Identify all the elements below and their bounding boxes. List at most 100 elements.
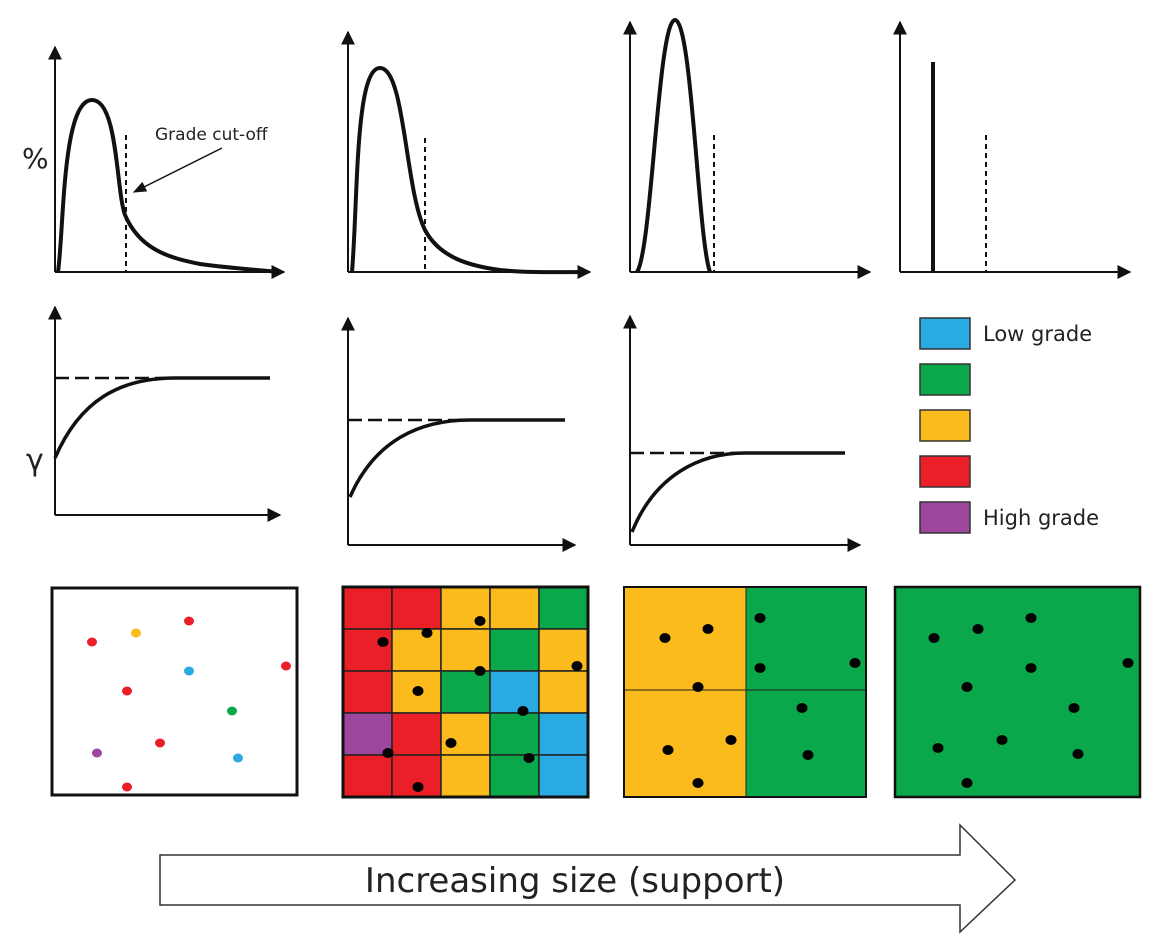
sample-point [849, 658, 861, 668]
sample-point [659, 633, 671, 643]
variogram-curve [53, 376, 270, 459]
sample-point [754, 613, 766, 623]
sample-point [1072, 749, 1084, 759]
block-cell [538, 670, 589, 714]
sample-point [972, 624, 984, 634]
grade-distribution-curve [56, 97, 281, 274]
sample-point [184, 666, 194, 676]
legend-swatch [919, 317, 971, 350]
sample-point [996, 735, 1008, 745]
sample-point [122, 782, 132, 792]
variogram-panel-3 [623, 314, 862, 552]
block-cell [342, 712, 393, 756]
panel-frame [341, 585, 590, 799]
small-block-map [341, 585, 590, 799]
histogram-panel-3 [623, 17, 872, 279]
sample-point [928, 633, 940, 643]
legend-label: Low grade [983, 322, 1092, 346]
block-cell [440, 712, 491, 756]
sample-point [233, 753, 243, 763]
variogram-panel-2 [341, 316, 577, 552]
sample-point [523, 753, 535, 763]
legend-swatch [919, 409, 971, 442]
sample-point [1068, 703, 1080, 713]
legend-label: High grade [983, 506, 1099, 530]
sample-point [131, 628, 141, 638]
sample-point [412, 686, 424, 696]
sample-point [421, 628, 433, 638]
grade-legend: Low grade High grade [919, 317, 1099, 534]
block-cell [342, 670, 393, 714]
sample-point [227, 706, 237, 716]
sample-point [932, 743, 944, 753]
variogram-curve [630, 451, 845, 533]
sample-point [702, 624, 714, 634]
block-cell [538, 712, 589, 756]
grade-distribution-curve [635, 17, 712, 274]
sample-point [184, 616, 194, 626]
block-cell [745, 586, 867, 691]
increasing-support-arrow [159, 823, 1017, 934]
block-cell [893, 585, 1142, 799]
legend-swatch [919, 501, 971, 534]
sample-point [725, 735, 737, 745]
sample-point [281, 661, 291, 671]
sample-point [571, 661, 583, 671]
block-cell [440, 754, 491, 798]
histogram-panel-4 [893, 20, 1132, 279]
sample-point [377, 637, 389, 647]
block-cell [489, 670, 540, 714]
point-sample-map [50, 586, 299, 797]
sample-point [445, 738, 457, 748]
sample-point [474, 616, 486, 626]
block-cell [489, 586, 540, 630]
legend-swatch [919, 363, 971, 396]
sample-point [662, 745, 674, 755]
variogram-axis-label: γ [26, 443, 44, 478]
block-cell [342, 754, 393, 798]
sample-point [796, 703, 808, 713]
panel-frame [623, 586, 867, 798]
increasing-support-label: Increasing size (support) [365, 861, 785, 901]
block-cell [489, 628, 540, 672]
block-cell [391, 712, 442, 756]
sample-point [802, 750, 814, 760]
block-cell [623, 586, 747, 691]
panel-frame [50, 586, 299, 797]
legend-swatch [919, 455, 971, 488]
medium-block-map [623, 586, 867, 798]
variogram-curve [348, 418, 565, 498]
sample-point [692, 682, 704, 692]
histogram-panel-2 [341, 30, 592, 279]
cutoff-annotation-arrow [132, 147, 223, 193]
block-cell [489, 712, 540, 756]
block-cell [440, 628, 491, 672]
sample-point [1025, 663, 1037, 673]
block-cell [440, 670, 491, 714]
histogram-panel-1 [48, 45, 286, 279]
sample-point [1025, 613, 1037, 623]
sample-point [961, 778, 973, 788]
grade-distribution-curve [350, 65, 586, 275]
sample-point [87, 637, 97, 647]
percent-axis-label: % [22, 142, 49, 175]
sample-point [122, 686, 132, 696]
sample-point [412, 782, 424, 792]
block-cell [538, 586, 589, 630]
sample-point [1122, 658, 1134, 668]
block-cell [391, 628, 442, 672]
sample-point [692, 778, 704, 788]
large-block-map [893, 585, 1142, 799]
sample-point [474, 666, 486, 676]
sample-point [92, 748, 102, 758]
sample-point [517, 706, 529, 716]
cutoff-annotation: Grade cut-off [155, 125, 269, 145]
sample-point [961, 682, 973, 692]
block-cell [623, 689, 747, 798]
block-cell [342, 586, 393, 630]
variogram-panel-1 [48, 305, 282, 522]
sample-point [382, 748, 394, 758]
block-cell [342, 628, 393, 672]
block-cell [538, 754, 589, 798]
